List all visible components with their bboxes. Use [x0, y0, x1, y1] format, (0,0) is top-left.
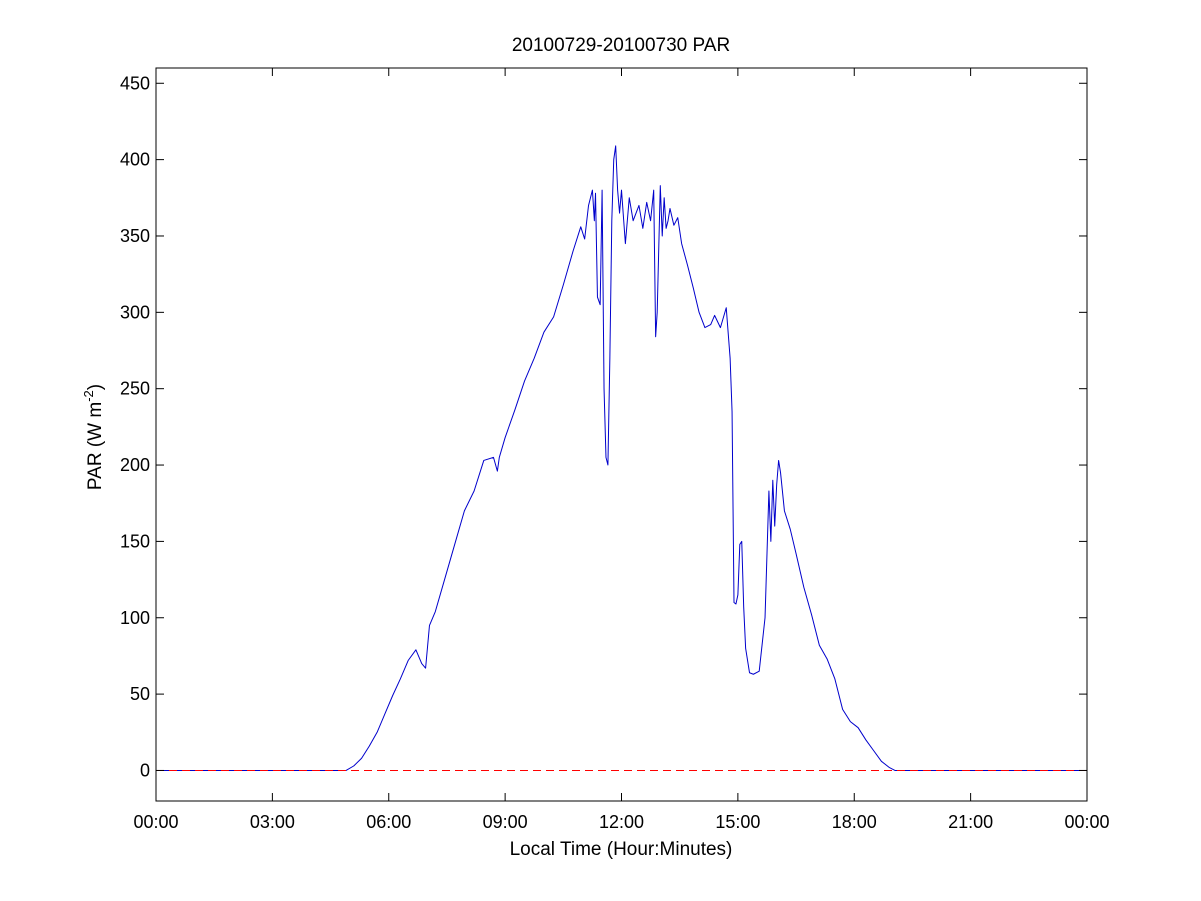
x-tick-label: 12:00: [599, 812, 644, 832]
y-tick-label: 450: [120, 73, 150, 93]
ticks-layer: 00:00 03:00 06:00 09:00 12:00 15:00 18:00 21:00…: [120, 68, 1110, 832]
x-tick-label: 18:00: [832, 812, 877, 832]
x-tick-label: 09:00: [483, 812, 528, 832]
y-tick-label: 250: [120, 379, 150, 399]
series-layer: [156, 145, 1087, 771]
y-axis-label-close: ): [85, 384, 106, 390]
y-axis-label: PAR (W m-2): [81, 384, 106, 490]
x-axis-label: Local Time (Hour:Minutes): [510, 839, 733, 860]
y-axis-label-superscript: -2: [81, 390, 96, 402]
y-tick-label: 0: [140, 760, 150, 780]
x-tick-label: 00:00: [133, 812, 178, 832]
y-tick-label: 100: [120, 608, 150, 628]
y-tick-label: 50: [130, 684, 150, 704]
y-axis-label-main: PAR (W m: [85, 402, 106, 490]
x-tick-label: 06:00: [366, 812, 411, 832]
y-tick-label: 300: [120, 302, 150, 322]
x-tick-label: 03:00: [250, 812, 295, 832]
y-tick-label: 400: [120, 150, 150, 170]
y-tick-label: 150: [120, 531, 150, 551]
par-series-line: [156, 145, 1087, 771]
x-tick-label: 00:00: [1064, 812, 1109, 832]
x-tick-label: 15:00: [715, 812, 760, 832]
x-tick-label: 21:00: [948, 812, 993, 832]
chart-title: 20100729-20100730 PAR: [512, 35, 730, 56]
y-tick-label: 200: [120, 455, 150, 475]
y-tick-label: 350: [120, 226, 150, 246]
